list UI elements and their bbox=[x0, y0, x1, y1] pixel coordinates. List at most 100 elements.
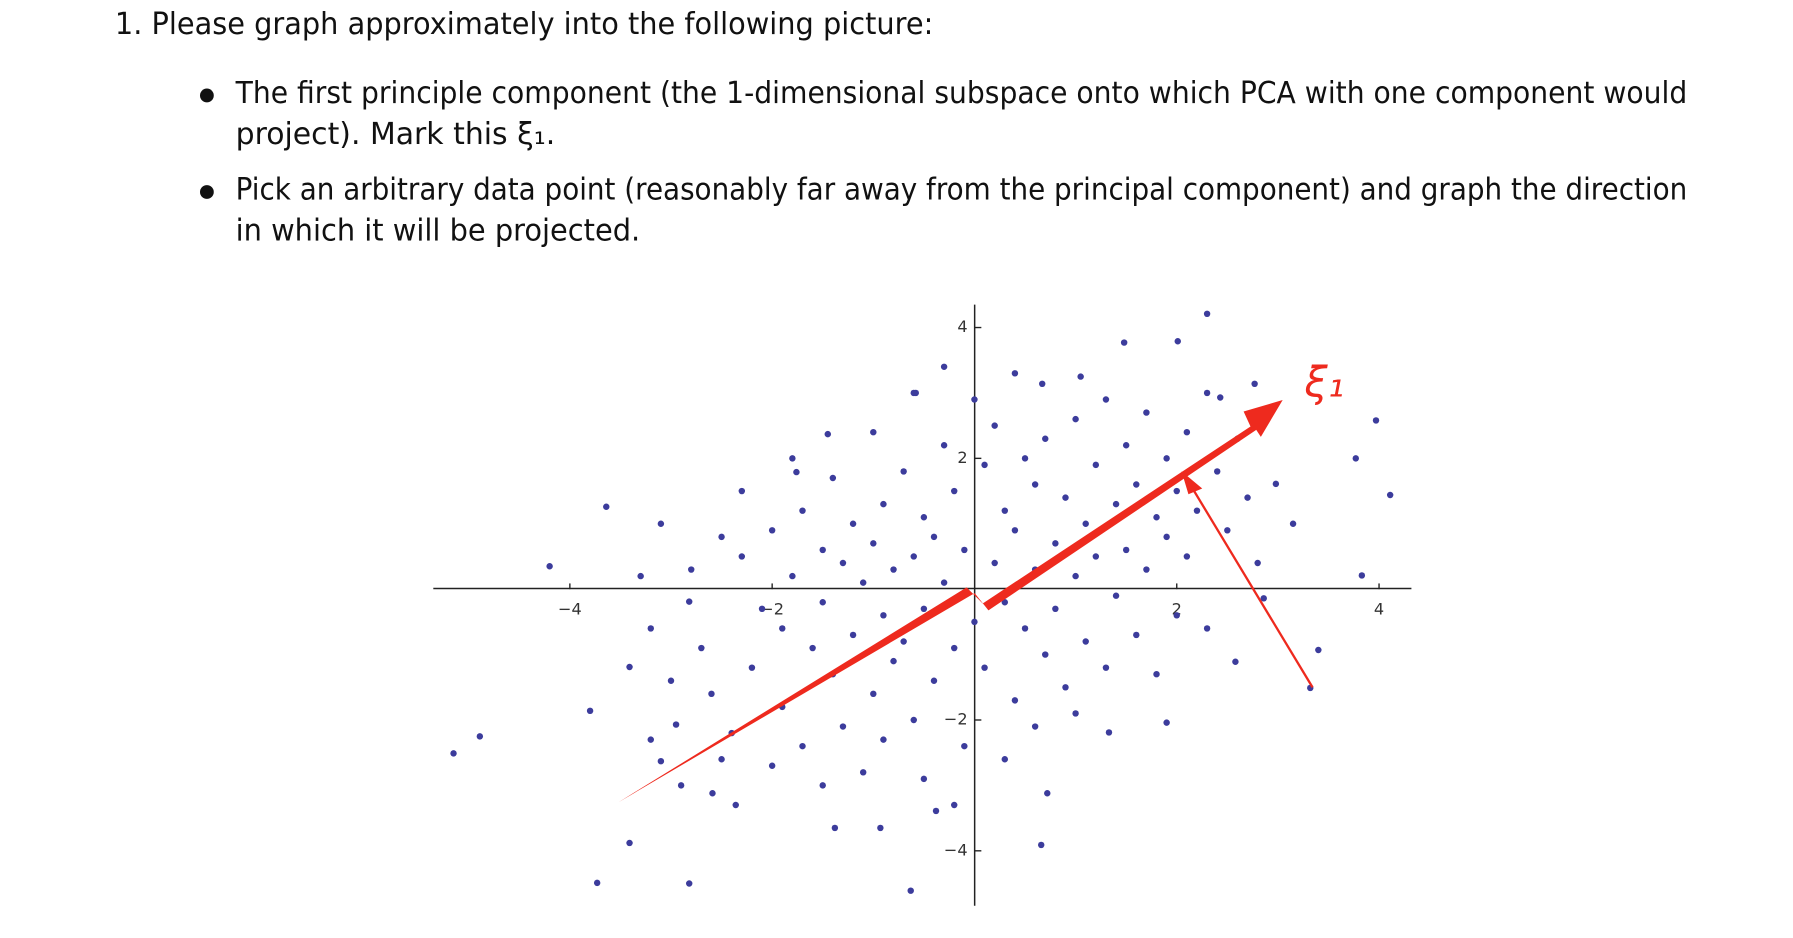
data-point bbox=[981, 664, 988, 671]
data-point bbox=[971, 618, 978, 626]
data-point bbox=[1031, 481, 1039, 488]
data-point bbox=[1133, 631, 1140, 639]
item-line: Pick an arbitrary data point (reasonably… bbox=[236, 172, 1688, 207]
data-point bbox=[1112, 500, 1120, 508]
item-line: The first principle component (the 1-dim… bbox=[235, 76, 1688, 111]
data-point bbox=[824, 430, 832, 438]
data-point bbox=[718, 533, 725, 541]
data-point bbox=[1052, 605, 1059, 613]
data-point bbox=[910, 716, 917, 724]
data-point bbox=[626, 839, 633, 847]
data-point bbox=[1062, 684, 1069, 691]
data-point bbox=[1173, 487, 1180, 495]
data-point bbox=[657, 757, 665, 765]
item-line: in which it will be projected. bbox=[236, 214, 641, 249]
data-point bbox=[1039, 380, 1046, 388]
data-point bbox=[657, 520, 665, 527]
data-point bbox=[593, 879, 601, 887]
data-point bbox=[1372, 417, 1380, 424]
data-point bbox=[971, 396, 978, 403]
data-point bbox=[1232, 658, 1239, 665]
annotations: ξ₁ bbox=[618, 359, 1344, 803]
data-point bbox=[991, 422, 998, 429]
data-point bbox=[647, 736, 654, 743]
data-point bbox=[1120, 339, 1128, 346]
data-point bbox=[476, 733, 484, 740]
data-point bbox=[1143, 409, 1150, 416]
data-point bbox=[1092, 461, 1100, 469]
data-point bbox=[920, 775, 928, 783]
data-point bbox=[1203, 389, 1211, 397]
data-point bbox=[1082, 520, 1089, 527]
x-tick-label: −2 bbox=[760, 599, 784, 618]
data-point bbox=[1143, 566, 1150, 573]
data-point bbox=[637, 572, 644, 580]
data-point bbox=[1213, 468, 1221, 475]
data-point bbox=[1244, 494, 1251, 501]
x-tick-label: −4 bbox=[558, 599, 582, 618]
data-point bbox=[799, 507, 806, 514]
data-point bbox=[961, 742, 968, 750]
data-point bbox=[1358, 572, 1366, 579]
data-point bbox=[1193, 507, 1201, 514]
data-point bbox=[859, 769, 867, 776]
data-point bbox=[1153, 514, 1160, 521]
data-point bbox=[793, 468, 800, 476]
bullet bbox=[199, 185, 214, 199]
data-point bbox=[748, 664, 756, 671]
data-point bbox=[450, 750, 457, 757]
data-point bbox=[900, 638, 907, 645]
data-point bbox=[626, 663, 633, 671]
data-point bbox=[1077, 373, 1084, 380]
data-point bbox=[1082, 638, 1089, 645]
data-point bbox=[1042, 651, 1049, 658]
data-point bbox=[1112, 592, 1120, 599]
data-point bbox=[1021, 455, 1029, 462]
question: 1. Please graph approximately into the f… bbox=[115, 7, 933, 42]
data-point bbox=[890, 657, 897, 665]
data-point bbox=[1217, 394, 1224, 401]
data-point bbox=[1260, 595, 1267, 602]
data-point bbox=[685, 880, 693, 887]
pc-arrow bbox=[618, 400, 1283, 803]
data-point bbox=[1173, 612, 1180, 619]
data-point bbox=[672, 721, 680, 728]
data-point bbox=[951, 644, 958, 652]
data-point bbox=[1133, 481, 1140, 488]
data-point bbox=[932, 807, 940, 815]
data-point bbox=[1102, 664, 1110, 671]
data-point bbox=[1011, 697, 1019, 704]
data-point bbox=[1272, 480, 1280, 488]
data-point bbox=[1044, 790, 1051, 797]
data-point bbox=[698, 644, 705, 652]
data-point bbox=[880, 736, 887, 743]
data-point bbox=[849, 520, 857, 527]
data-point bbox=[870, 428, 877, 436]
data-point bbox=[1072, 415, 1079, 423]
data-point bbox=[819, 599, 826, 606]
data-point bbox=[1011, 527, 1019, 534]
data-point bbox=[880, 612, 887, 619]
data-point bbox=[839, 559, 847, 567]
data-point bbox=[1072, 572, 1079, 580]
data-point bbox=[839, 723, 847, 730]
data-point bbox=[877, 824, 884, 832]
data-point bbox=[1254, 559, 1261, 567]
data-point bbox=[1042, 435, 1049, 442]
y-tick-label: −4 bbox=[944, 840, 968, 859]
data-point bbox=[718, 756, 725, 763]
data-point bbox=[910, 389, 917, 397]
data-point bbox=[1072, 710, 1079, 717]
data-point bbox=[603, 503, 610, 510]
projection-arrowhead bbox=[1181, 471, 1203, 495]
data-point bbox=[920, 514, 928, 521]
data-point bbox=[951, 801, 958, 809]
data-point bbox=[1224, 527, 1231, 534]
data-point bbox=[1021, 625, 1029, 632]
data-point bbox=[1037, 841, 1045, 849]
data-point bbox=[768, 762, 776, 769]
data-point bbox=[907, 887, 914, 894]
data-point bbox=[1183, 553, 1191, 560]
data-point bbox=[1062, 494, 1069, 501]
